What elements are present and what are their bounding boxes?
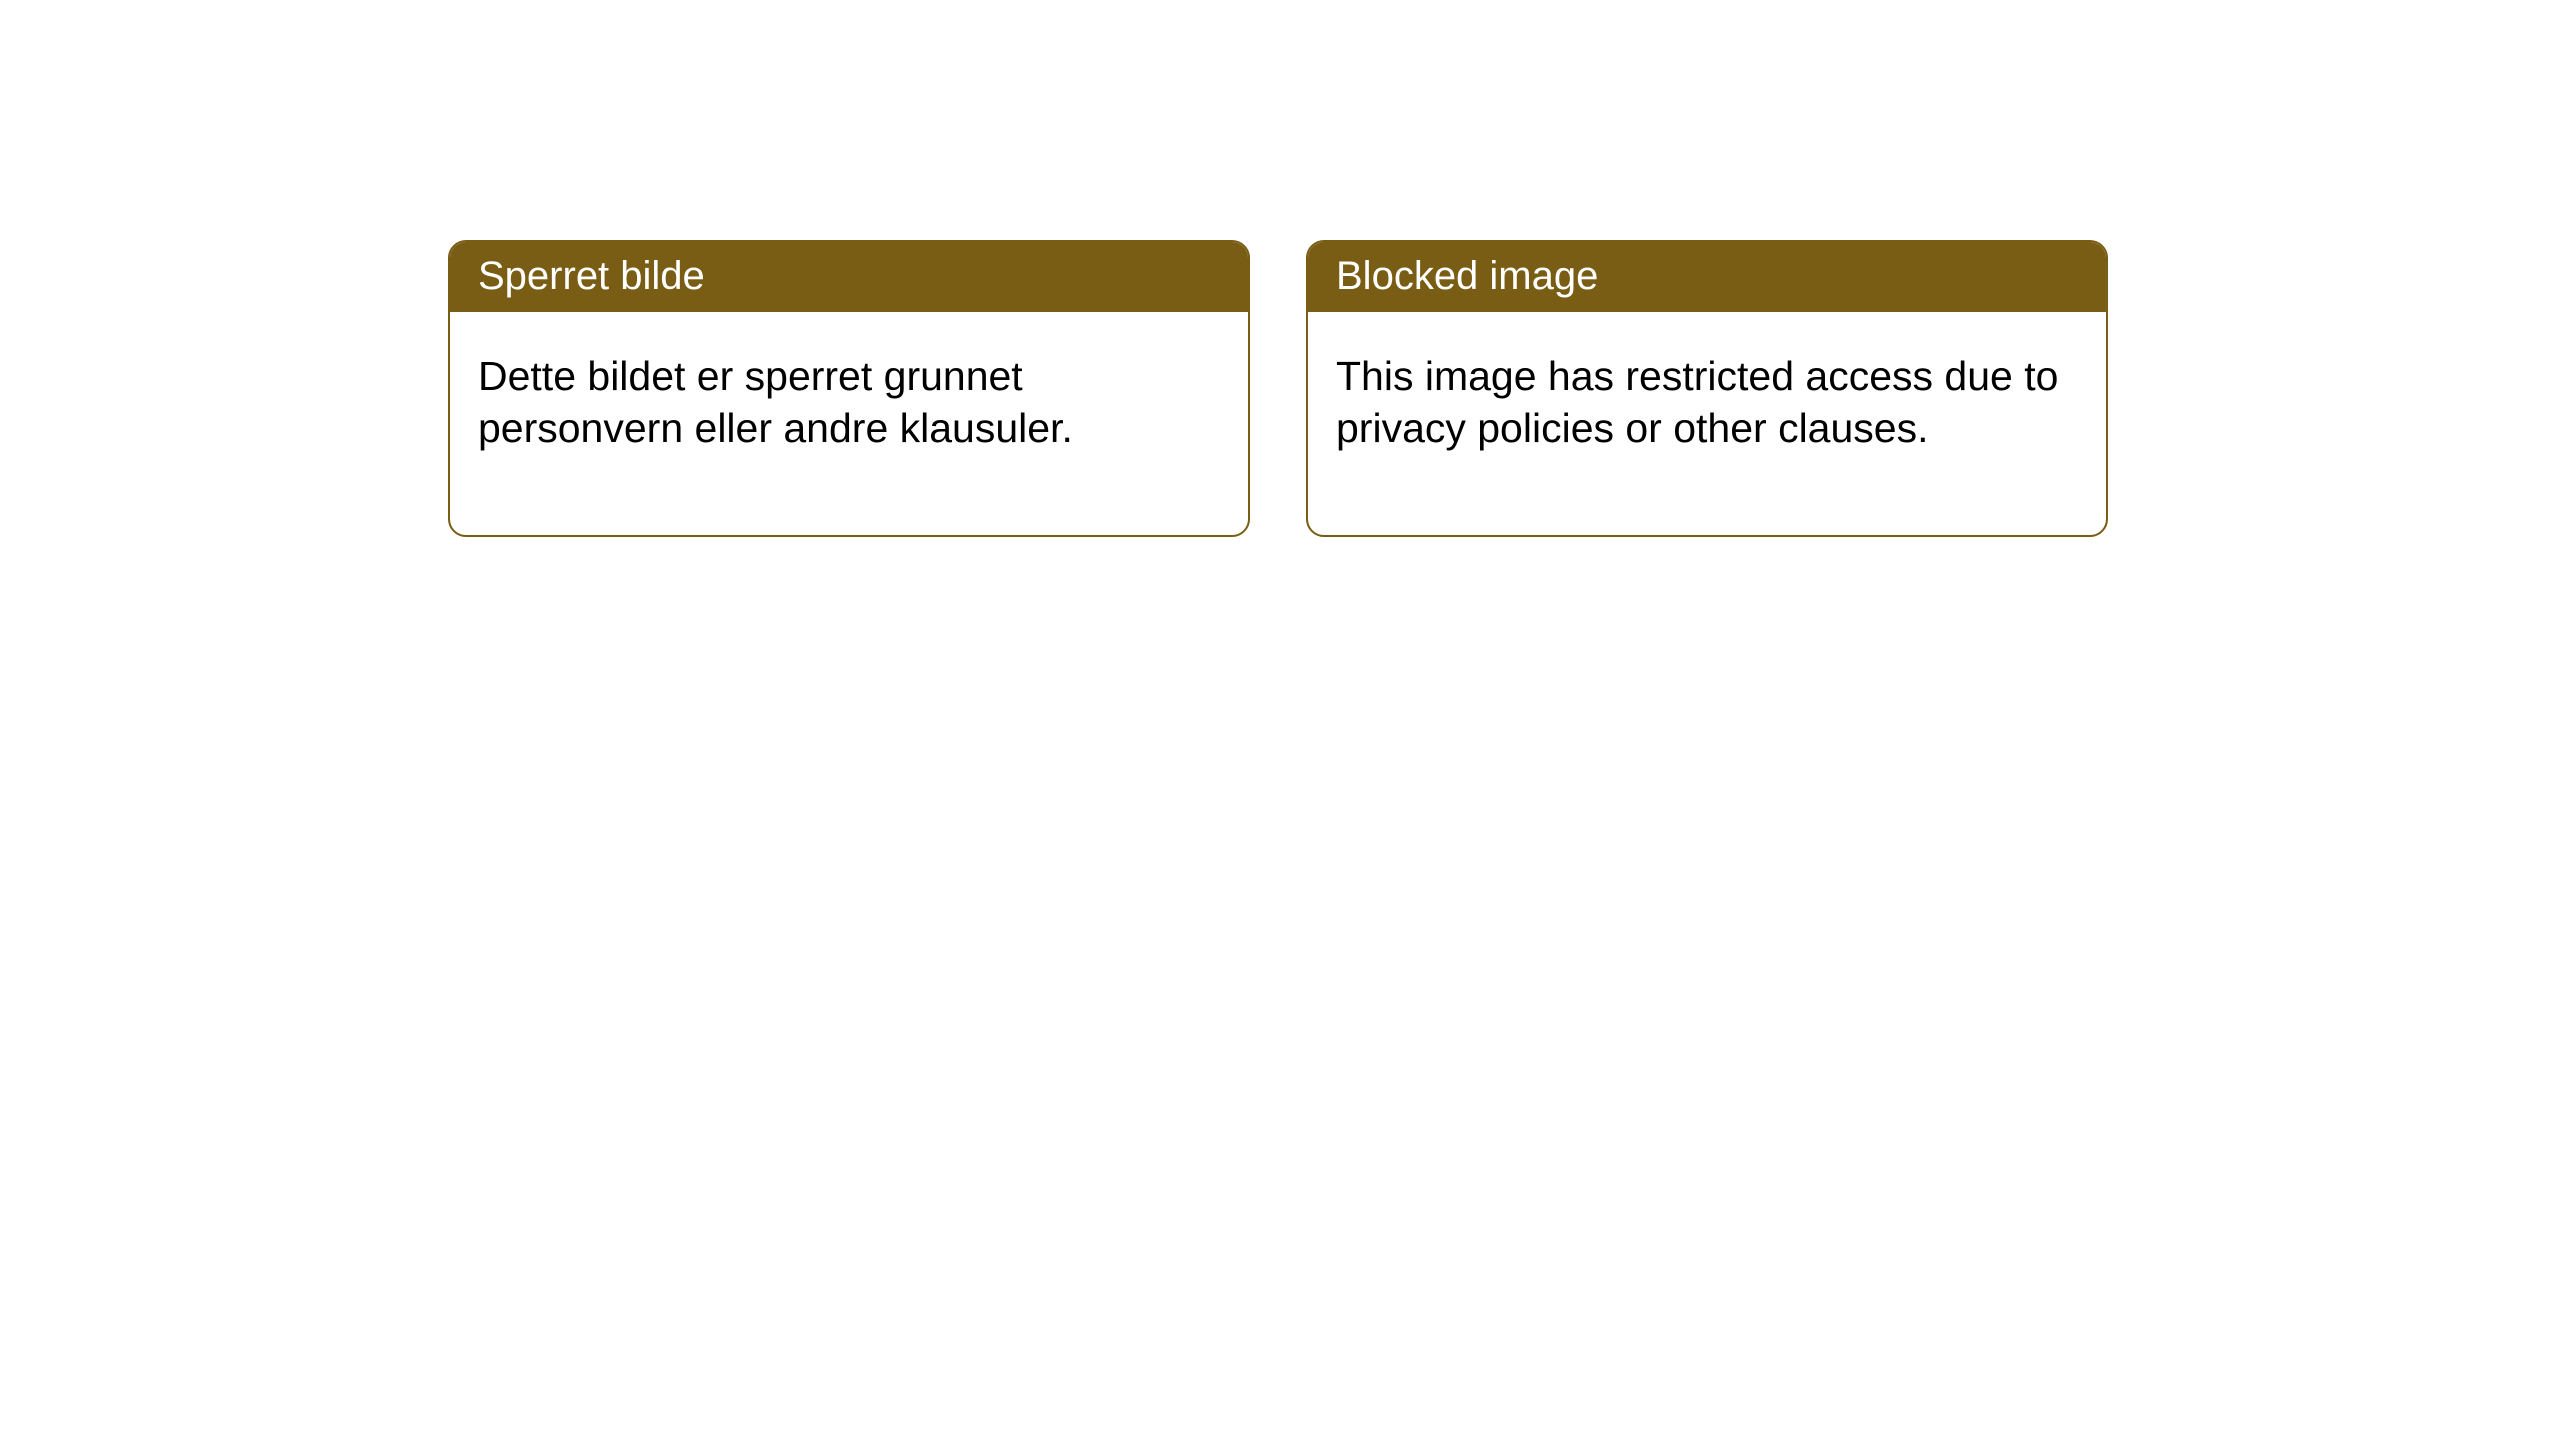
notice-card-english: Blocked image This image has restricted … bbox=[1306, 240, 2108, 537]
card-header: Blocked image bbox=[1308, 242, 2106, 312]
card-header: Sperret bilde bbox=[450, 242, 1248, 312]
card-body: This image has restricted access due to … bbox=[1308, 312, 2106, 535]
notice-container: Sperret bilde Dette bildet er sperret gr… bbox=[0, 0, 2560, 537]
card-title: Sperret bilde bbox=[478, 254, 705, 298]
card-body: Dette bildet er sperret grunnet personve… bbox=[450, 312, 1248, 535]
card-title: Blocked image bbox=[1336, 254, 1598, 298]
card-body-text: Dette bildet er sperret grunnet personve… bbox=[478, 353, 1073, 451]
card-body-text: This image has restricted access due to … bbox=[1336, 353, 2058, 451]
notice-card-norwegian: Sperret bilde Dette bildet er sperret gr… bbox=[448, 240, 1250, 537]
